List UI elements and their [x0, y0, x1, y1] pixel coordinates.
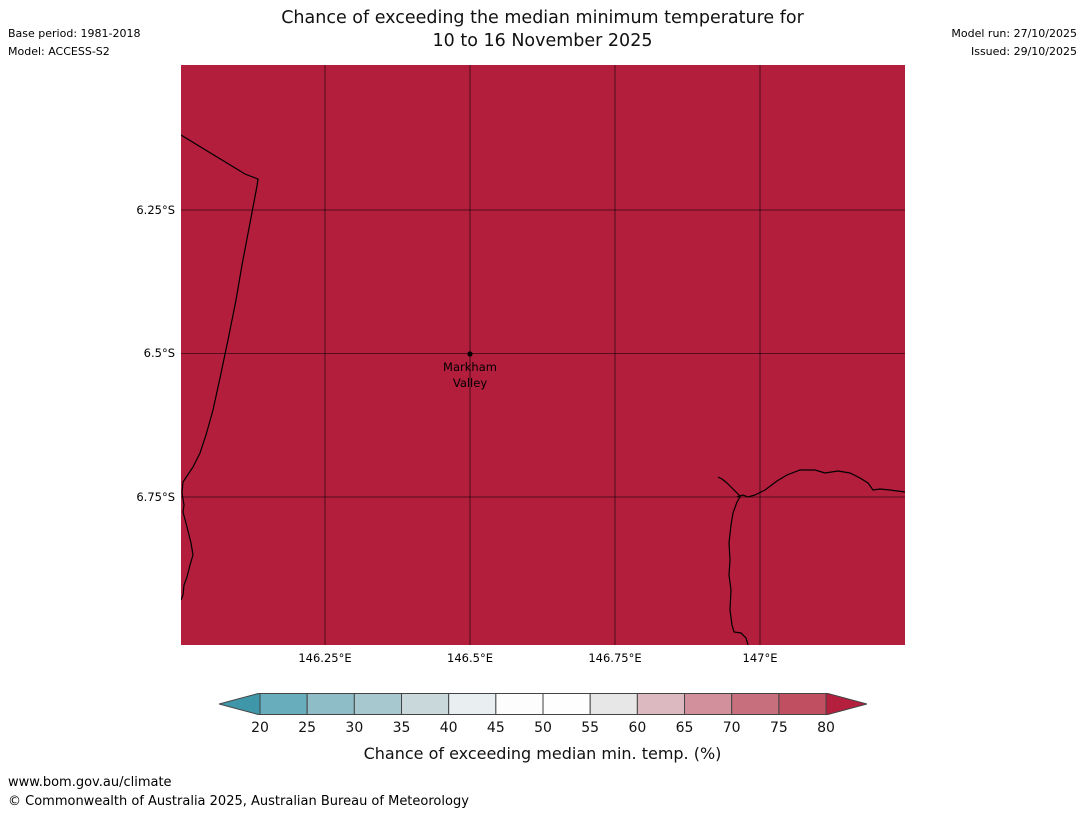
model-run-text: Model run: 27/10/2025 [951, 27, 1077, 40]
colorbar-segment [259, 693, 308, 715]
base-period-text: Base period: 1981-2018 [8, 27, 141, 40]
colorbar-tick-label: 30 [345, 720, 364, 736]
colorbar-right-arrow [825, 693, 867, 715]
coastline-west [181, 134, 259, 601]
colorbar-tick-label: 70 [722, 720, 741, 736]
colorbar-segment [778, 693, 827, 715]
lat-tick-label-65s: 6.5°S [143, 346, 175, 360]
forecast-map [181, 65, 905, 645]
footer-url: www.bom.gov.au/climate [8, 775, 172, 790]
river-line [728, 496, 749, 645]
page-title-line2: 10 to 16 November 2025 [432, 31, 653, 51]
colorbar-tick-label: 50 [534, 720, 552, 736]
issued-text: Issued: 29/10/2025 [970, 45, 1077, 58]
lon-tick-label-14675e: 146.75°E [588, 651, 642, 665]
colorbar-tick-label: 80 [817, 720, 835, 736]
colorbar-tick-label: 55 [581, 720, 600, 736]
graticule-gridlines [181, 65, 905, 645]
coastline-east [717, 469, 905, 498]
colorbar-segment [542, 693, 591, 715]
lon-tick-label-1465e: 146.5°E [447, 651, 493, 665]
lat-tick-label-625s: 6.25°S [136, 203, 175, 217]
colorbar-segment [589, 693, 638, 715]
colorbar-segment [684, 693, 733, 715]
lon-tick-label-14625e: 146.25°E [298, 651, 352, 665]
lon-tick-label-147e: 147°E [742, 651, 778, 665]
colorbar-tick-label: 20 [251, 720, 269, 736]
colorbar-tick-label: 60 [628, 720, 647, 736]
colorbar-segment [495, 693, 544, 715]
colorbar-tick-label: 65 [675, 720, 694, 736]
colorbar-caption: Chance of exceeding median min. temp. (%… [363, 744, 722, 763]
colorbar-tick-label: 25 [298, 720, 317, 736]
colorbar-tick-label: 75 [769, 720, 788, 736]
colorbar-segment [306, 693, 355, 715]
lat-tick-label-675s: 6.75°S [136, 490, 175, 504]
location-label-line2: Valley [452, 376, 488, 390]
colorbar-segment [448, 693, 497, 715]
colorbar-tick-label: 40 [439, 720, 458, 736]
footer-copyright: © Commonwealth of Australia 2025, Austra… [8, 794, 469, 809]
colorbar-tick-label: 35 [392, 720, 411, 736]
colorbar-segment [731, 693, 780, 715]
colorbar-segment [353, 693, 403, 715]
run-info-block: Model run: 27/10/2025 Issued: 29/10/2025 [951, 25, 1077, 61]
page-title-line1: Chance of exceeding the median minimum t… [281, 8, 804, 28]
location-label-line1: Markham [443, 360, 497, 374]
model-info-block: Base period: 1981-2018 Model: ACCESS-S2 [8, 25, 140, 61]
colorbar-svg [219, 693, 867, 715]
location-label: Markham Valley [410, 359, 530, 391]
colorbar-segment [636, 693, 686, 715]
colorbar-tick-label: 45 [486, 720, 505, 736]
location-marker-dot [467, 351, 473, 357]
colorbar-ticks: 20 25 30 35 40 45 50 55 60 65 70 75 80 [219, 719, 867, 737]
map-overlay-svg [181, 65, 905, 645]
colorbar-left-arrow [219, 693, 261, 715]
model-name-text: Model: ACCESS-S2 [8, 45, 110, 58]
colorbar-segment [401, 693, 450, 715]
